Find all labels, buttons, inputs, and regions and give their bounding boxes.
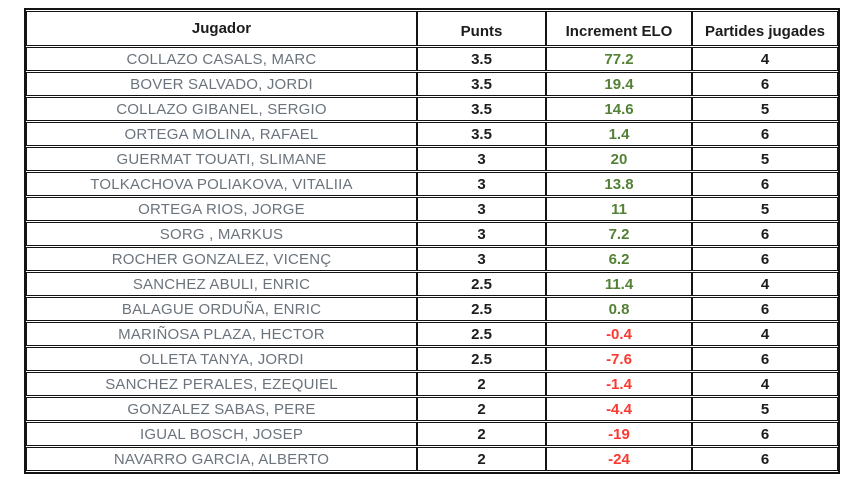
cell-partides: 6 [692, 447, 838, 471]
cell-partides: 4 [692, 372, 838, 396]
header-row: Jugador Punts Increment ELO Partides jug… [26, 11, 838, 46]
cell-increment-elo: 13.8 [546, 172, 692, 196]
cell-increment-elo: -0.4 [546, 322, 692, 346]
cell-punts: 3 [417, 222, 546, 246]
cell-jugador: ORTEGA RIOS, JORGE [26, 197, 417, 221]
cell-punts: 3 [417, 247, 546, 271]
table-row: GUERMAT TOUATI, SLIMANE 3 20 5 [26, 147, 838, 171]
table-row: MARIÑOSA PLAZA, HECTOR 2.5 -0.4 4 [26, 322, 838, 346]
cell-partides: 4 [692, 47, 838, 71]
table-row: GONZALEZ SABAS, PERE 2 -4.4 5 [26, 397, 838, 421]
column-header-punts: Punts [417, 11, 546, 46]
standings-table-body: COLLAZO CASALS, MARC 3.5 77.2 4 BOVER SALVAD… [26, 47, 838, 471]
table-row: SANCHEZ ABULI, ENRIC 2.5 11.4 4 [26, 272, 838, 296]
table-row: NAVARRO GARCIA, ALBERTO 2 -24 6 [26, 447, 838, 471]
standings-table: Jugador Punts Increment ELO Partides jug… [24, 8, 840, 474]
cell-partides: 6 [692, 247, 838, 271]
cell-punts: 2.5 [417, 347, 546, 371]
table-row: TOLKACHOVA POLIAKOVA, VITALIIA 3 13.8 6 [26, 172, 838, 196]
cell-jugador: BALAGUE ORDUÑA, ENRIC [26, 297, 417, 321]
cell-jugador: ORTEGA MOLINA, RAFAEL [26, 122, 417, 146]
cell-partides: 6 [692, 297, 838, 321]
cell-increment-elo: -1.4 [546, 372, 692, 396]
table-row: BOVER SALVADO, JORDI 3.5 19.4 6 [26, 72, 838, 96]
cell-jugador: ROCHER GONZALEZ, VICENÇ [26, 247, 417, 271]
cell-jugador: OLLETA TANYA, JORDI [26, 347, 417, 371]
cell-jugador: GONZALEZ SABAS, PERE [26, 397, 417, 421]
table-row: COLLAZO CASALS, MARC 3.5 77.2 4 [26, 47, 838, 71]
cell-increment-elo: 14.6 [546, 97, 692, 121]
table-row: OLLETA TANYA, JORDI 2.5 -7.6 6 [26, 347, 838, 371]
cell-increment-elo: 20 [546, 147, 692, 171]
table-row: SORG , MARKUS 3 7.2 6 [26, 222, 838, 246]
cell-increment-elo: 1.4 [546, 122, 692, 146]
cell-punts: 3.5 [417, 97, 546, 121]
cell-jugador: COLLAZO GIBANEL, SERGIO [26, 97, 417, 121]
cell-increment-elo: 7.2 [546, 222, 692, 246]
cell-partides: 5 [692, 147, 838, 171]
cell-partides: 6 [692, 72, 838, 96]
cell-punts: 3.5 [417, 72, 546, 96]
cell-increment-elo: -7.6 [546, 347, 692, 371]
cell-jugador: SANCHEZ PERALES, EZEQUIEL [26, 372, 417, 396]
cell-increment-elo: 77.2 [546, 47, 692, 71]
table-header: Jugador Punts Increment ELO Partides jug… [26, 11, 838, 46]
cell-punts: 2 [417, 397, 546, 421]
cell-punts: 3.5 [417, 122, 546, 146]
cell-punts: 3 [417, 147, 546, 171]
column-header-increment-elo: Increment ELO [546, 11, 692, 46]
cell-partides: 5 [692, 397, 838, 421]
cell-jugador: BOVER SALVADO, JORDI [26, 72, 417, 96]
cell-jugador: SANCHEZ ABULI, ENRIC [26, 272, 417, 296]
table-row: BALAGUE ORDUÑA, ENRIC 2.5 0.8 6 [26, 297, 838, 321]
cell-punts: 2 [417, 422, 546, 446]
table-row: ORTEGA RIOS, JORGE 3 11 5 [26, 197, 838, 221]
cell-increment-elo: -24 [546, 447, 692, 471]
cell-partides: 6 [692, 172, 838, 196]
cell-jugador: COLLAZO CASALS, MARC [26, 47, 417, 71]
cell-partides: 4 [692, 322, 838, 346]
cell-punts: 3 [417, 197, 546, 221]
cell-partides: 5 [692, 97, 838, 121]
cell-partides: 4 [692, 272, 838, 296]
cell-punts: 2 [417, 372, 546, 396]
cell-partides: 6 [692, 122, 838, 146]
table-row: COLLAZO GIBANEL, SERGIO 3.5 14.6 5 [26, 97, 838, 121]
cell-jugador: SORG , MARKUS [26, 222, 417, 246]
cell-increment-elo: 6.2 [546, 247, 692, 271]
table-row: IGUAL BOSCH, JOSEP 2 -19 6 [26, 422, 838, 446]
table-row: ORTEGA MOLINA, RAFAEL 3.5 1.4 6 [26, 122, 838, 146]
cell-partides: 6 [692, 222, 838, 246]
cell-increment-elo: 11 [546, 197, 692, 221]
table-row: ROCHER GONZALEZ, VICENÇ 3 6.2 6 [26, 247, 838, 271]
cell-increment-elo: 19.4 [546, 72, 692, 96]
cell-jugador: MARIÑOSA PLAZA, HECTOR [26, 322, 417, 346]
cell-partides: 5 [692, 197, 838, 221]
cell-punts: 2.5 [417, 297, 546, 321]
cell-increment-elo: -19 [546, 422, 692, 446]
cell-punts: 2.5 [417, 322, 546, 346]
cell-punts: 2.5 [417, 272, 546, 296]
table-row: SANCHEZ PERALES, EZEQUIEL 2 -1.4 4 [26, 372, 838, 396]
cell-jugador: TOLKACHOVA POLIAKOVA, VITALIIA [26, 172, 417, 196]
column-header-partides-jugades: Partides jugades [692, 11, 838, 46]
cell-increment-elo: 11.4 [546, 272, 692, 296]
cell-partides: 6 [692, 422, 838, 446]
cell-increment-elo: -4.4 [546, 397, 692, 421]
cell-jugador: NAVARRO GARCIA, ALBERTO [26, 447, 417, 471]
cell-punts: 3.5 [417, 47, 546, 71]
cell-punts: 2 [417, 447, 546, 471]
cell-punts: 3 [417, 172, 546, 196]
cell-jugador: IGUAL BOSCH, JOSEP [26, 422, 417, 446]
cell-partides: 6 [692, 347, 838, 371]
column-header-jugador: Jugador [26, 11, 417, 46]
cell-jugador: GUERMAT TOUATI, SLIMANE [26, 147, 417, 171]
cell-increment-elo: 0.8 [546, 297, 692, 321]
